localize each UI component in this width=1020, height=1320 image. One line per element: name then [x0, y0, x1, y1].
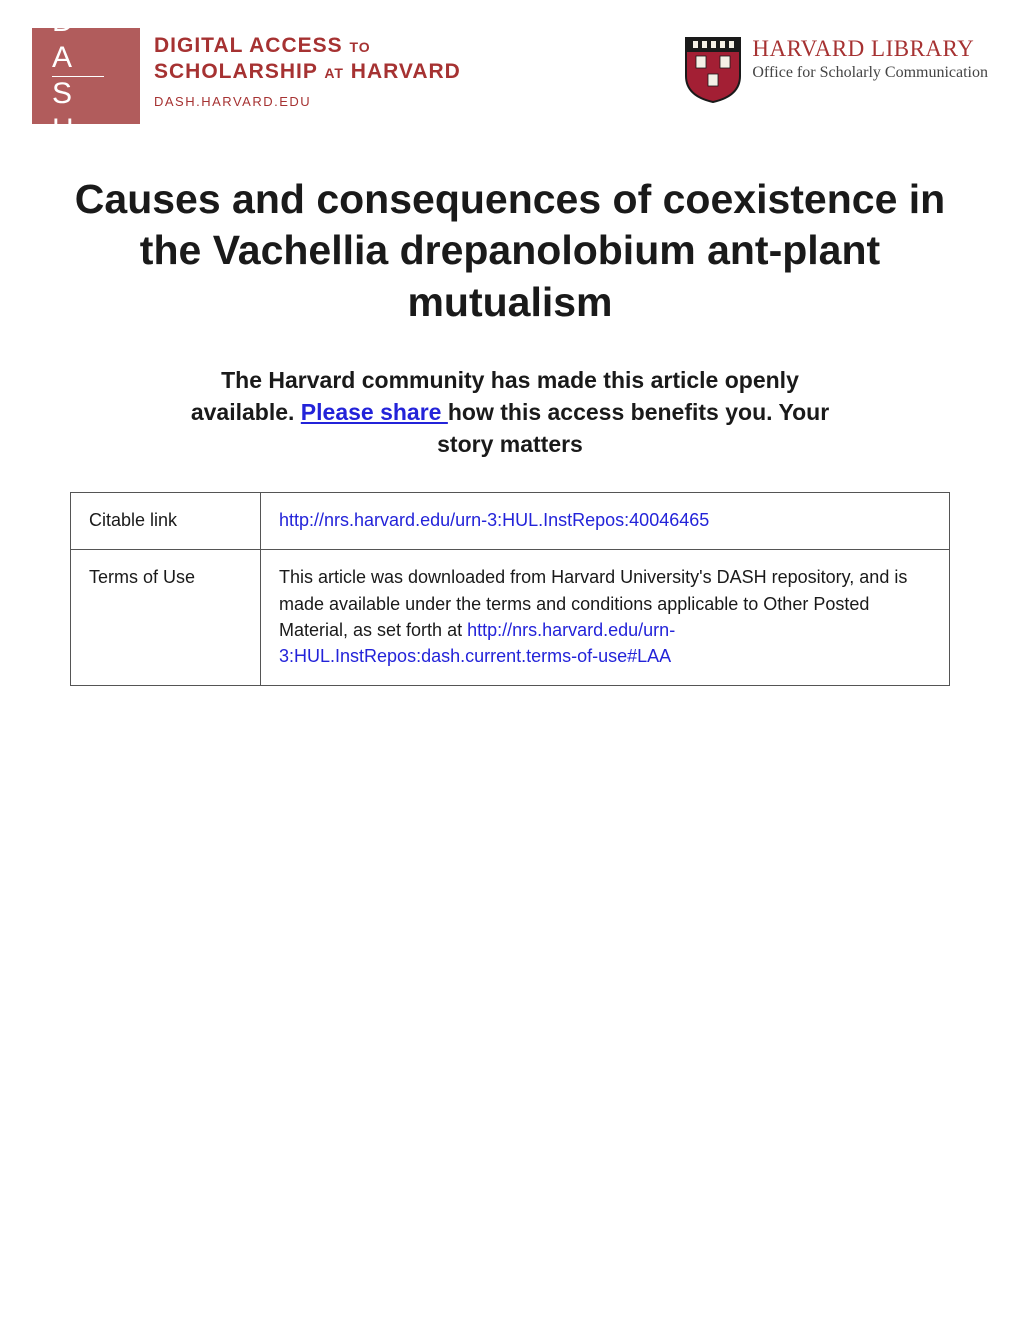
dash-logo-row2: S H [52, 76, 134, 148]
dash-brand-text: DIGITAL ACCESS TO SCHOLARSHIP AT HARVARD… [154, 28, 461, 109]
dash-brand-line1: DIGITAL ACCESS TO [154, 34, 461, 58]
dash-logo-row1: D A [52, 4, 134, 76]
dash-logo-divider [52, 76, 104, 77]
table-row: Citable link http://nrs.harvard.edu/urn-… [71, 493, 950, 550]
harvard-library-line2: Office for Scholarly Communication [752, 64, 988, 82]
harvard-library-block: HARVARD LIBRARY Office for Scholarly Com… [684, 28, 988, 104]
table-row: Terms of Use This article was downloaded… [71, 550, 950, 685]
dash-brand-block: D A S H DIGITAL ACCESS TO SCHOLARSHIP AT… [32, 28, 461, 124]
article-title: Causes and consequences of coexistence i… [72, 174, 948, 328]
subtitle-post: how this access benefits you. Your story… [437, 399, 829, 457]
page-header: D A S H DIGITAL ACCESS TO SCHOLARSHIP AT… [32, 28, 988, 124]
dash-logo: D A S H [32, 28, 140, 124]
terms-of-use-label: Terms of Use [71, 550, 261, 685]
please-share-link[interactable]: Please share [301, 399, 448, 425]
harvard-shield-icon [684, 36, 742, 104]
citable-link-cell: http://nrs.harvard.edu/urn-3:HUL.InstRep… [261, 493, 950, 550]
metadata-table: Citable link http://nrs.harvard.edu/urn-… [70, 492, 950, 685]
citable-link-label: Citable link [71, 493, 261, 550]
dash-brand-url: DASH.HARVARD.EDU [154, 94, 461, 109]
terms-of-use-cell: This article was downloaded from Harvard… [261, 550, 950, 685]
harvard-library-line1: HARVARD LIBRARY [752, 36, 988, 62]
open-access-statement: The Harvard community has made this arti… [172, 364, 848, 461]
citable-link[interactable]: http://nrs.harvard.edu/urn-3:HUL.InstRep… [279, 510, 709, 530]
harvard-library-text: HARVARD LIBRARY Office for Scholarly Com… [752, 36, 988, 82]
dash-brand-line2: SCHOLARSHIP AT HARVARD [154, 60, 461, 84]
